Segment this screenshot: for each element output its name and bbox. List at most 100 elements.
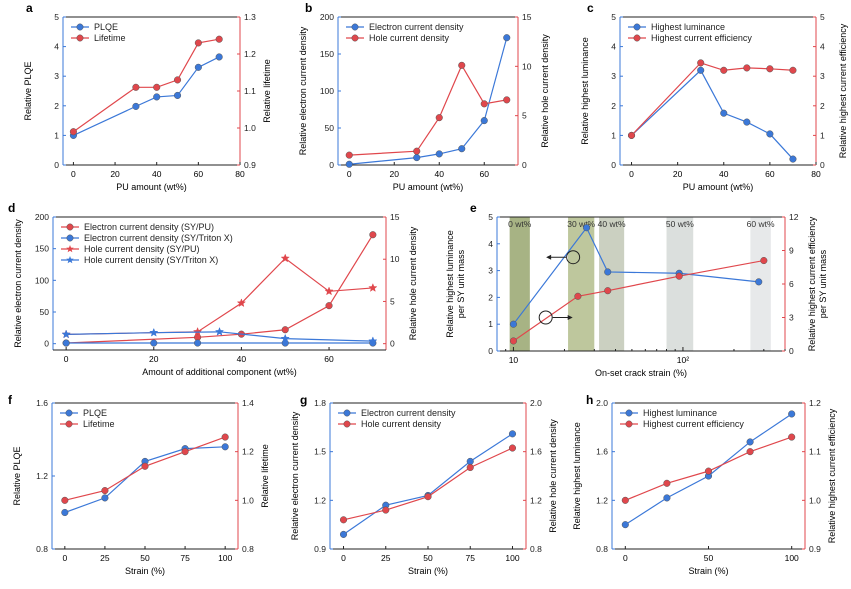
y2-tick-label: 0 [820, 160, 825, 170]
legend-label: Hole current density [369, 33, 450, 43]
x-tick-label: 50 [704, 553, 714, 563]
y2-tick-label: 1 [820, 130, 825, 140]
y2-tick-label: 1.1 [809, 447, 821, 457]
legend-marker [625, 409, 633, 417]
legend-marker [351, 34, 359, 42]
y-axis-label: per SY unit mass [456, 249, 466, 318]
data-point [697, 59, 705, 67]
x-tick-label: 20 [110, 169, 120, 179]
legend-label: Electron current density (SY/Triton X) [84, 233, 233, 243]
data-point [743, 118, 751, 126]
data-point [101, 487, 109, 495]
y2-tick-label: 15 [522, 12, 532, 22]
y-tick-label: 0 [329, 160, 334, 170]
legend-marker [66, 234, 74, 242]
legend-marker [351, 23, 359, 31]
data-point [281, 326, 289, 334]
y-tick-label: 3 [611, 71, 616, 81]
y2-axis-label: Relative hole current density [548, 419, 558, 533]
y-tick-label: 1 [611, 130, 616, 140]
y-tick-label: 50 [325, 123, 335, 133]
data-point [61, 508, 69, 517]
x-tick-label: 75 [180, 553, 190, 563]
legend-label: Electron current density (SY/PU) [84, 222, 214, 232]
strain-band [509, 217, 530, 351]
y-axis-label: Relative electron current density [298, 26, 308, 155]
x-tick-label: 40 [719, 169, 729, 179]
x-tick-label: 0 [629, 169, 634, 179]
legend-label: Highest current efficiency [651, 33, 752, 43]
series-line [631, 69, 794, 160]
x-tick-label: 0 [347, 169, 352, 179]
data-point [221, 433, 229, 441]
y-tick-label: 3 [54, 71, 59, 81]
data-point [339, 530, 348, 538]
y2-axis-label: Relative hole current density [540, 34, 550, 148]
y2-tick-label: 1.0 [244, 123, 256, 133]
x-tick-label: 40 [435, 169, 445, 179]
x-axis-label: Strain (%) [688, 566, 728, 576]
y-tick-label: 100 [320, 86, 334, 96]
y2-tick-label: 3 [789, 313, 794, 323]
y2-tick-label: 6 [789, 279, 794, 289]
data-point [382, 506, 390, 514]
y2-axis-label: Relative highest current efficiency [827, 408, 837, 543]
x-axis-label: Strain (%) [408, 566, 448, 576]
legend-marker [66, 245, 74, 253]
y2-tick-label: 1.2 [242, 447, 254, 457]
x-tick-label: 60 [324, 354, 334, 364]
panel-label-e: e [470, 201, 477, 215]
x-tick-label: 60 [480, 169, 490, 179]
legend-label: Highest luminance [651, 22, 725, 32]
data-point [236, 298, 247, 308]
y2-tick-label: 15 [390, 212, 400, 222]
y-tick-label: 2.0 [596, 398, 608, 408]
y2-tick-label: 2 [820, 101, 825, 111]
data-point [413, 147, 421, 155]
data-point [508, 444, 517, 452]
data-point [675, 272, 683, 280]
y-tick-label: 200 [35, 212, 49, 222]
data-point [480, 100, 488, 108]
y-tick-label: 0 [54, 160, 59, 170]
legend-label: Hole current density [361, 419, 442, 429]
data-point [704, 467, 713, 475]
x-axis-label: On-set crack strain (%) [595, 368, 687, 378]
y2-tick-label: 5 [390, 296, 395, 306]
legend-label: Lifetime [94, 33, 126, 43]
y-tick-label: 2 [488, 292, 493, 302]
series-line [349, 64, 507, 156]
indicator-arrowhead [567, 315, 573, 320]
y-tick-label: 50 [40, 307, 50, 317]
data-point [458, 61, 466, 69]
data-point [766, 130, 774, 138]
band-label: 30 wt% [567, 219, 595, 229]
data-point [435, 150, 443, 158]
data-point [743, 64, 751, 72]
y2-tick-label: 0.8 [530, 544, 542, 554]
panel-h: h 0 50 100 0.8 1.2 1.6 2.0 0.9 1.0 1.1 1.2 Strain (%… [572, 393, 837, 576]
x-tick-label: 60 [194, 169, 204, 179]
strain-band [599, 217, 625, 351]
x-axis-label: Strain (%) [125, 566, 165, 576]
legend-marker [343, 420, 351, 428]
data-point [61, 496, 69, 504]
y2-tick-label: 0.9 [244, 160, 256, 170]
y-tick-label: 1 [488, 319, 493, 329]
data-point [583, 224, 591, 232]
data-point [789, 66, 797, 74]
data-point [173, 91, 182, 99]
data-point [194, 39, 202, 47]
y2-axis-label: Relative highest current efficiency [838, 23, 848, 158]
y2-tick-label: 9 [789, 246, 794, 256]
y-tick-label: 200 [320, 12, 334, 22]
data-point [280, 333, 290, 343]
data-point [480, 117, 488, 125]
y2-tick-label: 0 [522, 160, 527, 170]
panel-a: a 0 20 40 60 80 0 1 2 3 4 5 0.9 1.0 1.1 1.2 1.3 PU amount… [23, 1, 272, 192]
x-axis-label: Amount of additional component (wt%) [142, 367, 297, 377]
panel-label-f: f [8, 393, 13, 407]
y2-tick-label: 3 [820, 71, 825, 81]
series-line [66, 234, 374, 344]
data-point [215, 53, 223, 61]
